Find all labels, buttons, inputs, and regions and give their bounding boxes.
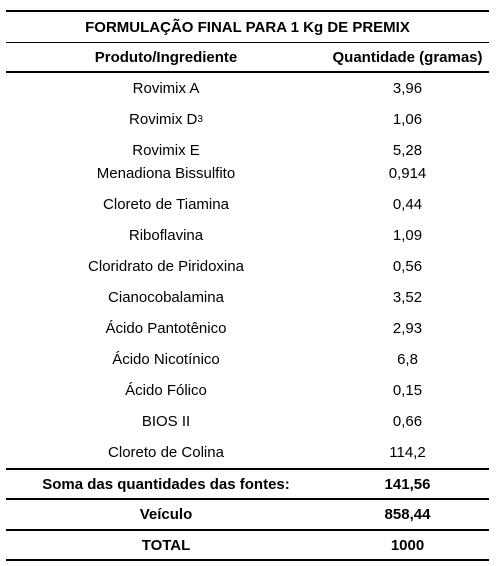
rows-divider <box>6 468 489 470</box>
sum-row: Soma das quantidades das fontes: 141,56 <box>6 470 489 498</box>
table-row: Ácido Fólico 0,15 <box>6 375 489 406</box>
ingredient-quantity: 0,66 <box>392 413 423 430</box>
ingredient-name: Rovimix A <box>132 80 200 97</box>
table-row: Cianocobalamina 3,52 <box>6 282 489 313</box>
ingredient-name: Ácido Pantotênico <box>105 320 227 337</box>
ingredient-quantity: 3,52 <box>392 289 423 306</box>
ingredient-quantity: 0,56 <box>392 258 423 275</box>
table-bottom-border <box>6 559 489 561</box>
ingredient-name: Cloreto de Tiamina <box>103 196 229 213</box>
ingredient-quantity: 0,15 <box>392 382 423 399</box>
ingredient-quantity: 0,44 <box>392 196 423 213</box>
ingredient-quantity: 0,914 <box>388 164 427 182</box>
sum-value: 141,56 <box>384 475 431 493</box>
ingredient-quantity: 114,2 <box>389 444 426 461</box>
ingredient-name: Ácido Fólico <box>125 382 207 399</box>
vehicle-label: Veículo <box>139 506 193 523</box>
ingredient-name: Riboflavina <box>128 227 204 244</box>
vehicle-row: Veículo 858,44 <box>6 500 489 529</box>
table-row: Riboflavina 1,09 <box>6 220 489 251</box>
table-title-row: FORMULAÇÃO FINAL PARA 1 Kg DE PREMIX <box>6 12 489 42</box>
ingredient-name: Menadiona Bissulfito <box>96 164 236 182</box>
total-label: TOTAL <box>141 536 191 554</box>
table-row: Rovimix E 5,28 <box>6 135 489 165</box>
ingredient-name: Cianocobalamina <box>108 289 224 306</box>
sum-label: Soma das quantidades das fontes: <box>42 475 290 493</box>
table-title: FORMULAÇÃO FINAL PARA 1 Kg DE PREMIX <box>85 18 410 36</box>
vehicle-value: 858,44 <box>384 506 431 523</box>
table-row: Rovimix A 3,96 <box>6 73 489 104</box>
header-quantity: Quantidade (gramas) <box>332 48 483 66</box>
ingredient-name: BIOS II <box>141 413 191 430</box>
table-row: Cloreto de Tiamina 0,44 <box>6 189 489 220</box>
table-top-border <box>6 10 489 12</box>
header-product: Produto/Ingrediente <box>94 48 238 66</box>
ingredient-quantity: 1,06 <box>392 111 423 128</box>
ingredient-name: Cloreto de Colina <box>108 444 224 461</box>
ingredient-name: Ácido Nicotínico <box>112 351 220 368</box>
table-row: Cloreto de Colina 114,2 <box>6 437 489 468</box>
ingredient-name: Cloridrato de Piridoxina <box>88 258 244 275</box>
table-row: Cloridrato de Piridoxina 0,56 <box>6 251 489 282</box>
ingredient-quantity: 1,09 <box>392 227 423 244</box>
table-row: Ácido Pantotênico 2,93 <box>6 313 489 344</box>
table-row: Menadiona Bissulfito 0,914 <box>6 158 489 188</box>
total-row: TOTAL 1000 <box>6 531 489 559</box>
title-divider <box>6 42 489 43</box>
ingredient-quantity: 2,93 <box>392 320 423 337</box>
header-divider <box>6 71 489 73</box>
table-row: Ácido Nicotínico 6,8 <box>6 344 489 375</box>
table-row: BIOS II 0,66 <box>6 406 489 437</box>
ingredient-quantity: 3,96 <box>392 80 423 97</box>
total-value: 1000 <box>390 536 425 554</box>
ingredient-quantity: 5,28 <box>392 141 423 159</box>
ingredient-name: Rovimix E <box>132 141 200 159</box>
vehicle-divider <box>6 529 489 531</box>
sum-divider <box>6 498 489 500</box>
ingredient-quantity: 6,8 <box>397 351 418 368</box>
table-header-row: Produto/Ingrediente Quantidade (gramas) <box>6 43 489 71</box>
ingredient-name-text: Rovimix D <box>129 111 198 128</box>
